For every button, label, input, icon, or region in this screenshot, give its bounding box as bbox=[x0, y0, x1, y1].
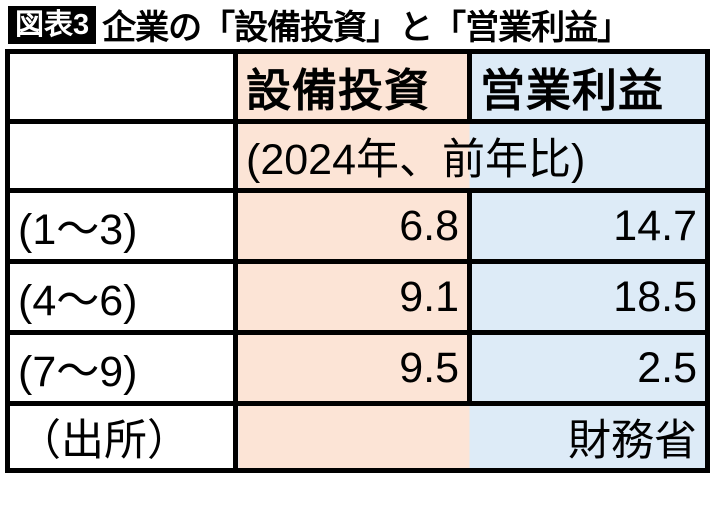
table-row: (4～6) 9.1 18.5 bbox=[5, 259, 710, 335]
row-label-q2: (4～6) bbox=[5, 259, 238, 335]
table-source-row: （出所） 財務省 bbox=[5, 401, 710, 473]
source-value-cell: 財務省 bbox=[233, 401, 710, 473]
table-header-row: 設備投資 営業利益 bbox=[5, 49, 710, 124]
data-table: 設備投資 営業利益 (2024年、前年比) (1～3) 6.8 14.7 (4～… bbox=[5, 49, 710, 473]
header-capex: 設備投資 bbox=[233, 49, 472, 124]
row-label-q1: (1～3) bbox=[5, 188, 238, 264]
figure-number-badge: 図表3 bbox=[8, 5, 97, 44]
cell-profit-q2: 18.5 bbox=[467, 259, 710, 335]
table-row: (1～3) 6.8 14.7 bbox=[5, 188, 710, 264]
subheader-empty-cell bbox=[5, 119, 238, 193]
source-label-cell: （出所） bbox=[5, 401, 238, 473]
header-empty-cell bbox=[5, 49, 238, 124]
subheader-note-cell: (2024年、前年比) bbox=[233, 119, 710, 193]
header-profit: 営業利益 bbox=[467, 49, 710, 124]
page-title: 企業の「設備投資」と「営業利益」 bbox=[102, 9, 631, 47]
table-row: (7～9) 9.5 2.5 bbox=[5, 330, 710, 406]
cell-profit-q1: 14.7 bbox=[467, 188, 710, 264]
table-subheader-row: (2024年、前年比) bbox=[5, 119, 710, 193]
row-label-q3: (7～9) bbox=[5, 330, 238, 406]
figure-title-bar: 図表3 企業の「設備投資」と「営業利益」 bbox=[0, 0, 710, 47]
cell-profit-q3: 2.5 bbox=[467, 330, 710, 406]
cell-capex-q1: 6.8 bbox=[233, 188, 472, 264]
cell-capex-q2: 9.1 bbox=[233, 259, 472, 335]
cell-capex-q3: 9.5 bbox=[233, 330, 472, 406]
